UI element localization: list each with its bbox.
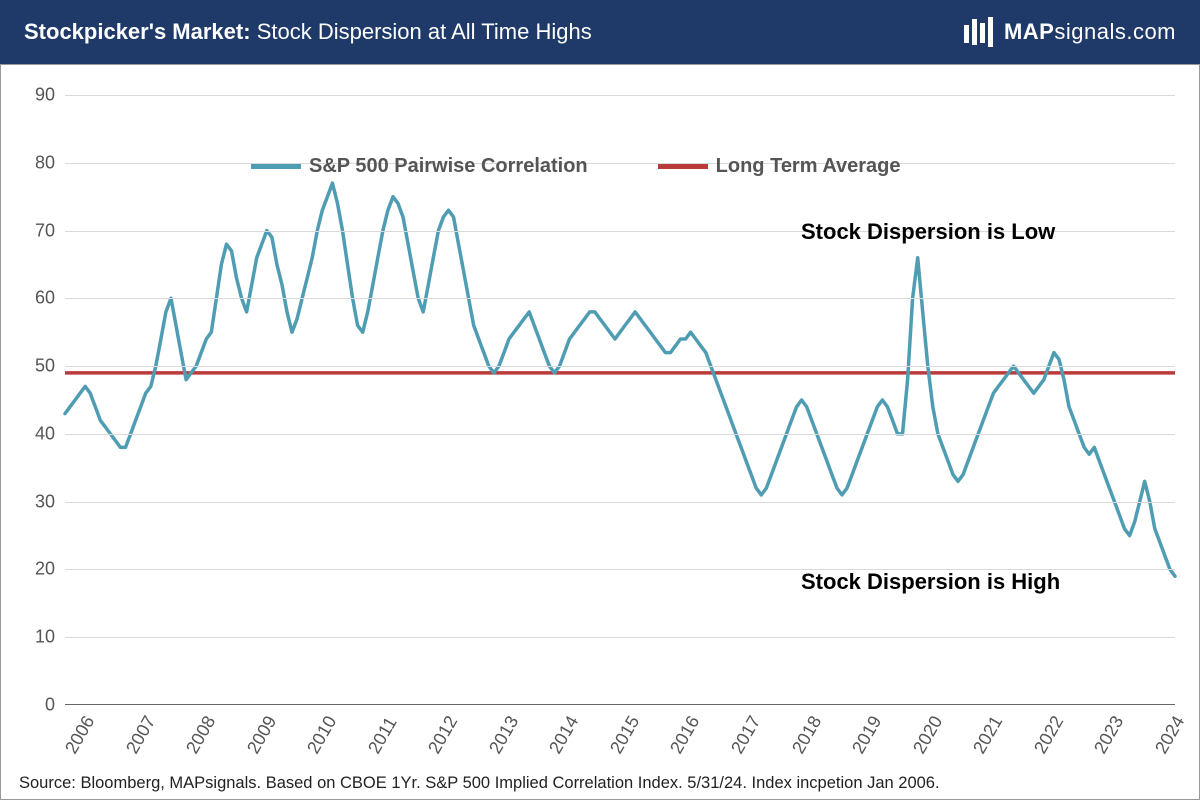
logo-bars-icon [962, 17, 996, 47]
x-tick-label: 2010 [303, 712, 341, 757]
y-tick-label: 20 [7, 559, 55, 580]
plot-area [65, 95, 1175, 705]
x-tick-label: 2012 [424, 712, 462, 757]
x-tick-label: 2018 [788, 712, 826, 757]
legend-swatch-correlation [251, 164, 301, 169]
logo-text: MAPsignals.com [1004, 19, 1176, 45]
y-tick-label: 0 [7, 695, 55, 716]
x-tick-label: 2022 [1030, 712, 1068, 757]
y-tick-label: 30 [7, 491, 55, 512]
legend: S&P 500 Pairwise Correlation Long Term A… [251, 155, 901, 178]
y-tick-label: 50 [7, 356, 55, 377]
x-tick-label: 2013 [485, 712, 523, 757]
gridline [65, 366, 1175, 367]
gridline [65, 298, 1175, 299]
x-tick-label: 2011 [364, 713, 402, 757]
x-tick-label: 2009 [243, 712, 281, 757]
y-tick-label: 60 [7, 288, 55, 309]
page-title: Stockpicker's Market: Stock Dispersion a… [24, 19, 592, 45]
y-tick-label: 10 [7, 627, 55, 648]
y-tick-label: 40 [7, 423, 55, 444]
legend-item-correlation: S&P 500 Pairwise Correlation [251, 155, 588, 178]
x-tick-label: 2017 [727, 712, 765, 757]
gridline [65, 434, 1175, 435]
y-tick-label: 70 [7, 220, 55, 241]
legend-item-average: Long Term Average [658, 155, 901, 178]
logo-text-rest: signals.com [1054, 19, 1176, 44]
x-tick-label: 2023 [1090, 712, 1128, 757]
source-text: Source: Bloomberg, MAPsignals. Based on … [19, 774, 940, 793]
x-tick-label: 2007 [122, 712, 160, 757]
x-tick-label: 2014 [545, 712, 583, 757]
header-bar: Stockpicker's Market: Stock Dispersion a… [0, 0, 1200, 64]
y-tick-label: 80 [7, 152, 55, 173]
chart-container: S&P 500 Pairwise Correlation Long Term A… [0, 64, 1200, 800]
legend-swatch-average [658, 164, 708, 169]
x-tick-label: 2006 [61, 712, 99, 757]
gridline [65, 95, 1175, 96]
gridline [65, 502, 1175, 503]
legend-label-average: Long Term Average [716, 155, 901, 178]
annotation-high: Stock Dispersion is High [801, 569, 1060, 595]
title-sub: Stock Dispersion at All Time Highs [257, 19, 592, 44]
logo-text-bold: MAP [1004, 19, 1054, 44]
x-tick-label: 2015 [606, 712, 644, 757]
gridline [65, 637, 1175, 638]
x-tick-label: 2021 [969, 712, 1007, 757]
x-tick-label: 2020 [909, 712, 947, 757]
chart-svg [65, 95, 1175, 705]
legend-label-correlation: S&P 500 Pairwise Correlation [309, 155, 588, 178]
x-tick-label: 2024 [1151, 712, 1189, 757]
y-tick-label: 90 [7, 85, 55, 106]
x-tick-label: 2019 [848, 712, 886, 757]
title-bold: Stockpicker's Market: [24, 19, 251, 44]
x-tick-label: 2016 [666, 712, 704, 757]
x-tick-label: 2008 [182, 712, 220, 757]
brand-logo: MAPsignals.com [962, 17, 1176, 47]
annotation-low: Stock Dispersion is Low [801, 219, 1055, 245]
